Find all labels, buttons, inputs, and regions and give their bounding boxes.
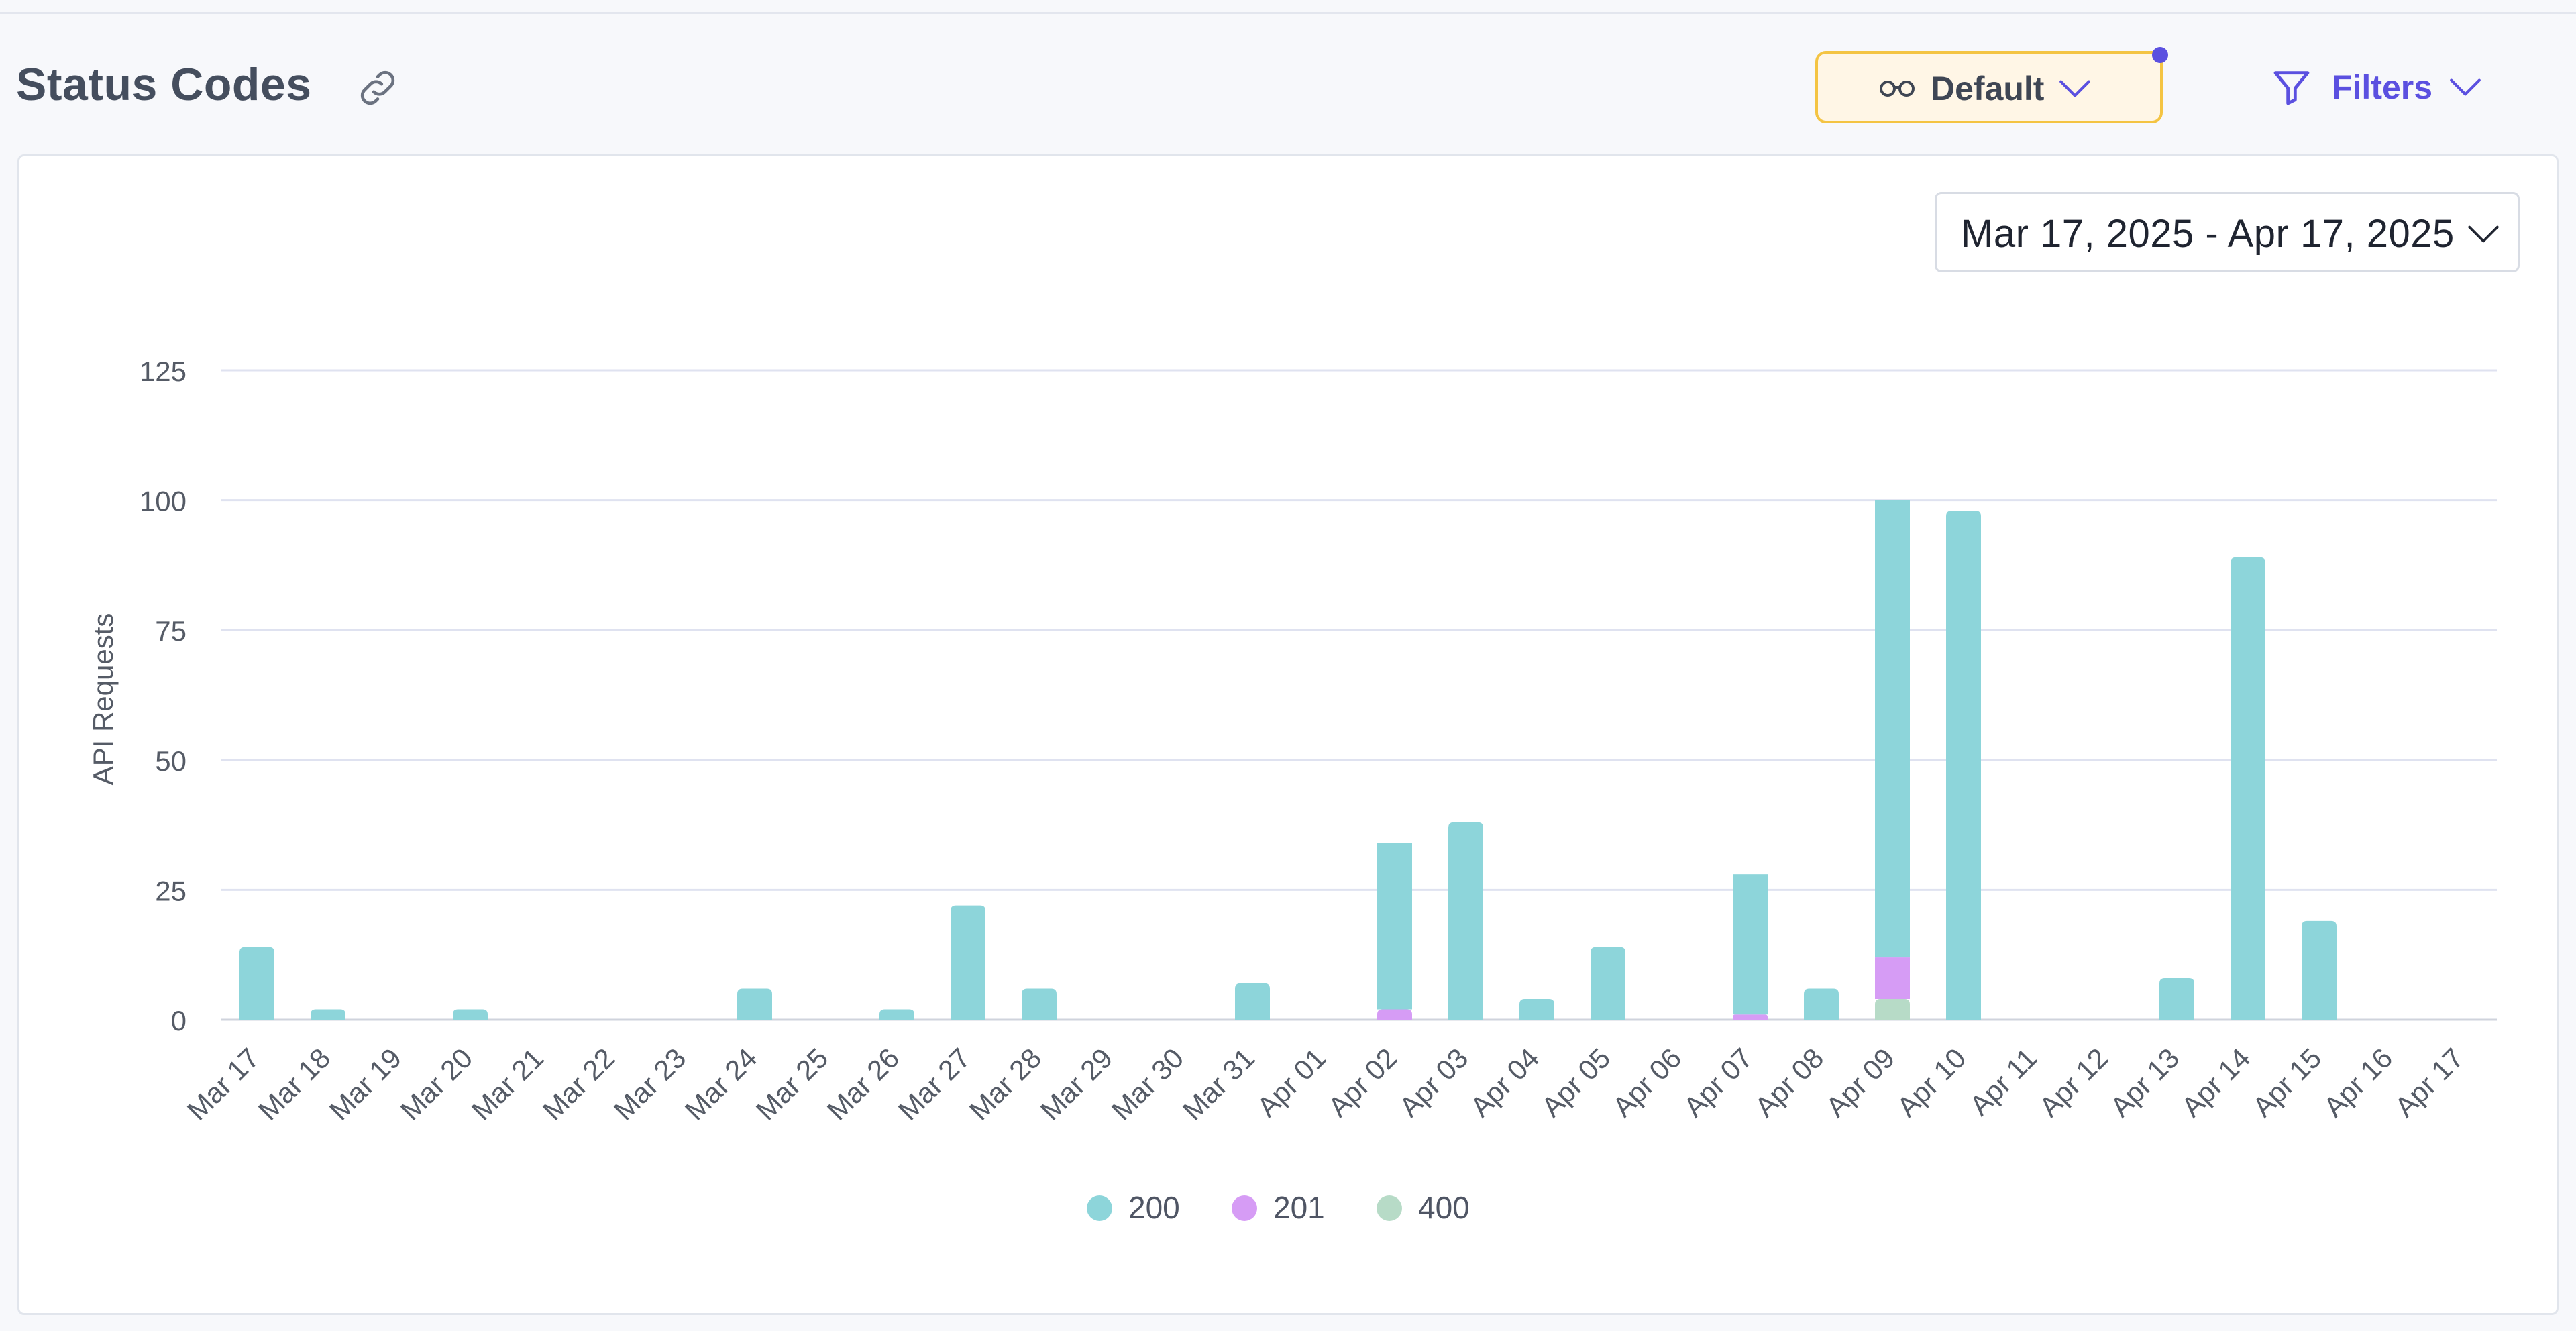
x-tick-label: Mar 17 — [181, 1042, 266, 1126]
bar-segment-200 — [311, 1009, 345, 1020]
x-tick-label: Mar 24 — [679, 1042, 763, 1126]
bar-segment-200 — [1377, 843, 1412, 1010]
filters-button[interactable]: Filters — [2267, 62, 2489, 115]
bar-segment-201 — [1733, 1014, 1768, 1020]
x-tick-label: Mar 31 — [1177, 1042, 1261, 1126]
x-tick-label: Apr 08 — [1749, 1042, 1830, 1123]
bar-segment-200 — [453, 1009, 488, 1020]
top-divider — [0, 0, 2576, 14]
x-tick-label: Apr 13 — [2104, 1042, 2186, 1123]
bar-segment-201 — [1875, 957, 1910, 1000]
bar-segment-200 — [951, 905, 985, 1020]
x-tick-label: Mar 27 — [892, 1042, 977, 1126]
bar-segment-200 — [1946, 511, 1981, 1020]
y-tick-label: 50 — [155, 745, 186, 777]
legend-swatch — [1232, 1195, 1257, 1221]
x-tick-label: Apr 10 — [1891, 1042, 1972, 1123]
filters-label: Filters — [2332, 68, 2433, 106]
chevron-down-icon — [2059, 80, 2090, 97]
x-tick-label: Apr 01 — [1251, 1042, 1332, 1123]
funnel-icon — [2273, 71, 2310, 105]
legend-label: 201 — [1273, 1190, 1325, 1225]
x-tick-label: Apr 07 — [1678, 1042, 1759, 1123]
bar-segment-200 — [1235, 983, 1270, 1020]
y-tick-label: 0 — [171, 1005, 186, 1036]
x-tick-label: Apr 04 — [1464, 1042, 1546, 1123]
bar-segment-200 — [1875, 500, 1910, 958]
x-tick-label: Apr 09 — [1820, 1042, 1901, 1123]
bar-segment-200 — [879, 1009, 914, 1020]
bar-segment-201 — [1377, 1009, 1412, 1020]
x-tick-label: Mar 29 — [1034, 1042, 1119, 1126]
bar-segment-200 — [1591, 947, 1625, 1020]
x-tick-label: Apr 15 — [2247, 1042, 2328, 1123]
chevron-down-icon — [2468, 225, 2499, 243]
x-tick-label: Mar 23 — [608, 1042, 692, 1126]
x-tick-label: Mar 20 — [394, 1042, 479, 1126]
legend-label: 400 — [1418, 1190, 1470, 1225]
y-tick-label: 125 — [140, 356, 186, 387]
date-range-picker[interactable]: Mar 17, 2025 - Apr 17, 2025 — [1935, 192, 2520, 272]
bar-segment-200 — [1022, 988, 1057, 1020]
date-range-label: Mar 17, 2025 - Apr 17, 2025 — [1961, 212, 2455, 256]
x-tick-label: Mar 22 — [537, 1042, 621, 1126]
view-default-button[interactable]: Default — [1815, 47, 2168, 123]
x-tick-label: Mar 30 — [1106, 1042, 1190, 1126]
x-tick-label: Apr 17 — [2389, 1042, 2470, 1123]
x-tick-label: Apr 06 — [1607, 1042, 1688, 1123]
page-title: Status Codes — [16, 59, 312, 110]
chart-panel — [17, 154, 2559, 1315]
view-default-label: Default — [1931, 70, 2045, 107]
legend-label: 200 — [1128, 1190, 1180, 1225]
bar-segment-400 — [1875, 999, 1910, 1020]
bar-segment-200 — [239, 947, 274, 1020]
bar-segment-200 — [2231, 557, 2265, 1020]
x-tick-label: Apr 05 — [1536, 1042, 1617, 1123]
notification-dot — [2152, 47, 2168, 63]
x-tick-label: Apr 16 — [2318, 1042, 2399, 1123]
x-tick-label: Mar 19 — [323, 1042, 408, 1126]
bar-segment-200 — [1733, 874, 1768, 1015]
x-tick-label: Apr 02 — [1322, 1042, 1403, 1123]
x-tick-label: Apr 14 — [2176, 1042, 2257, 1123]
bar-segment-200 — [2302, 920, 2337, 1020]
x-tick-label: Apr 03 — [1393, 1042, 1474, 1123]
bar-segment-200 — [1448, 822, 1483, 1020]
bar-segment-200 — [737, 988, 772, 1020]
y-tick-label: 25 — [155, 875, 186, 906]
chevron-down-icon — [2450, 78, 2481, 96]
bar-segment-200 — [1804, 988, 1839, 1020]
bar-segment-200 — [1519, 999, 1554, 1020]
x-tick-label: Apr 12 — [2033, 1042, 2114, 1123]
x-tick-label: Mar 26 — [821, 1042, 906, 1126]
x-tick-label: Mar 25 — [750, 1042, 835, 1126]
y-tick-label: 100 — [140, 486, 186, 517]
x-tick-label: Apr 11 — [1964, 1042, 2043, 1122]
y-axis-label: API Requests — [87, 613, 119, 786]
x-tick-label: Mar 21 — [466, 1042, 550, 1126]
link-icon[interactable] — [354, 64, 401, 111]
x-tick-label: Mar 18 — [252, 1042, 337, 1126]
x-tick-label: Mar 28 — [963, 1042, 1048, 1126]
legend-swatch — [1377, 1195, 1402, 1221]
y-tick-label: 75 — [155, 615, 186, 647]
bar-segment-200 — [2159, 978, 2194, 1020]
legend-swatch — [1087, 1195, 1112, 1221]
glasses-icon — [1880, 81, 1915, 97]
